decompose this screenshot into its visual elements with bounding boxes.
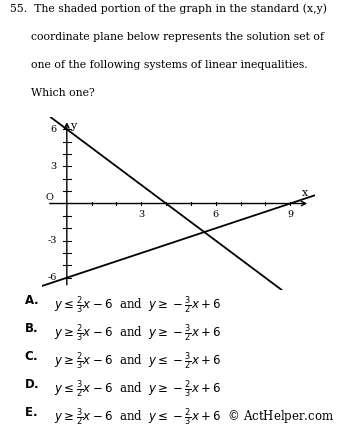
Text: 6: 6	[213, 210, 219, 219]
Text: 6: 6	[51, 125, 57, 134]
Text: 3: 3	[138, 210, 145, 219]
Text: Which one?: Which one?	[10, 87, 95, 98]
Text: $\mathbf{B.}$: $\mathbf{B.}$	[24, 322, 38, 335]
Text: x: x	[302, 188, 308, 198]
Text: $y \leq \frac{2}{3}x - 6$  and  $y \geq -\frac{3}{2}x + 6$: $y \leq \frac{2}{3}x - 6$ and $y \geq -\…	[51, 294, 222, 316]
Text: y: y	[70, 121, 76, 131]
Text: 9: 9	[287, 210, 293, 219]
Text: $y \geq \frac{2}{3}x - 6$  and  $y \leq -\frac{3}{2}x + 6$: $y \geq \frac{2}{3}x - 6$ and $y \leq -\…	[51, 350, 222, 372]
Text: 3: 3	[51, 162, 57, 171]
Text: $\mathbf{D.}$: $\mathbf{D.}$	[24, 378, 39, 391]
Text: $y \geq \frac{3}{2}x - 6$  and  $y \leq -\frac{2}{3}x + 6$  © ActHelper.com: $y \geq \frac{3}{2}x - 6$ and $y \leq -\…	[51, 406, 334, 427]
Text: $\mathbf{A.}$: $\mathbf{A.}$	[24, 294, 38, 307]
Text: 55.  The shaded portion of the graph in the standard (x,y): 55. The shaded portion of the graph in t…	[10, 3, 328, 14]
Text: O: O	[45, 194, 53, 203]
Text: $\mathbf{C.}$: $\mathbf{C.}$	[24, 350, 38, 363]
Text: $\mathbf{E.}$: $\mathbf{E.}$	[24, 406, 37, 419]
Text: coordinate plane below represents the solution set of: coordinate plane below represents the so…	[10, 32, 324, 42]
Text: $y \leq \frac{3}{2}x - 6$  and  $y \geq -\frac{2}{3}x + 6$: $y \leq \frac{3}{2}x - 6$ and $y \geq -\…	[51, 378, 222, 400]
Text: one of the following systems of linear inequalities.: one of the following systems of linear i…	[10, 60, 308, 70]
Text: $y \geq \frac{2}{3}x - 6$  and  $y \geq -\frac{3}{2}x + 6$: $y \geq \frac{2}{3}x - 6$ and $y \geq -\…	[51, 322, 222, 344]
Text: -3: -3	[47, 236, 57, 245]
Text: -6: -6	[48, 273, 57, 282]
